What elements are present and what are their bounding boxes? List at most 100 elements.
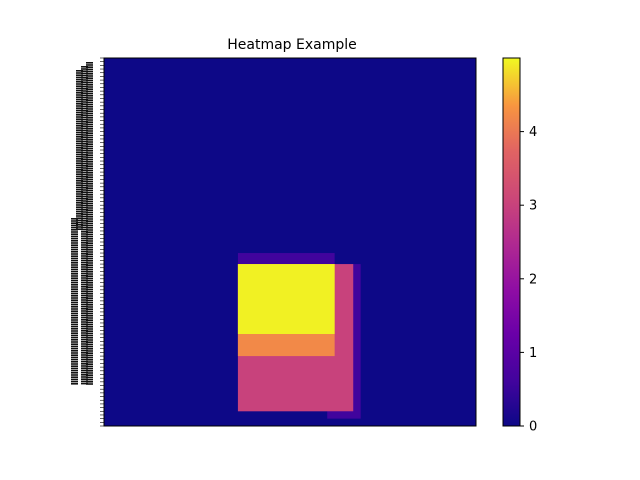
y-tick-label-glyph [86, 196, 93, 198]
y-tick-label-glyph [71, 286, 78, 288]
y-tick-label-glyph [76, 144, 83, 147]
y-tick-label-glyph [86, 185, 93, 187]
y-tick-label-glyph [71, 343, 78, 345]
y-tick-label-glyph [81, 149, 88, 152]
y-tick-label-glyph [81, 85, 88, 88]
y-tick-label-glyph [81, 70, 88, 72]
y-tick-label-glyph [81, 145, 88, 147]
y-tick-label-glyph [76, 166, 83, 169]
y-tick-label-glyph [76, 149, 83, 151]
y-tick-label-glyph [81, 244, 88, 246]
y-tick-label-glyph [71, 248, 78, 251]
y-tick-label-glyph [86, 218, 93, 220]
y-tick-label-glyph [86, 264, 93, 266]
y-tick-label-glyph [76, 72, 83, 74]
y-tick-label-glyph [76, 191, 83, 193]
y-tick-label-glyph [86, 110, 93, 112]
y-tick-label-glyph [81, 228, 88, 231]
y-tick-label-glyph [86, 251, 93, 253]
y-tick-label-glyph [81, 171, 88, 174]
y-tick-label-glyph [76, 111, 83, 114]
y-tick-label-glyph [76, 87, 83, 90]
y-tick-label-glyph [86, 372, 93, 374]
y-tick-label-glyph [76, 138, 83, 140]
y-tick-label-glyph [86, 275, 93, 277]
y-tick-label-glyph [76, 83, 83, 85]
y-tick-label-glyph [86, 348, 93, 350]
y-tick-label-glyph [71, 363, 78, 365]
y-tick-label-glyph [71, 347, 78, 350]
y-tick-label-glyph [81, 286, 88, 288]
y-tick-label-glyph [71, 284, 78, 286]
y-tick-label-glyph [76, 129, 83, 131]
y-tick-label-glyph [71, 226, 78, 229]
y-tick-label-glyph [81, 231, 88, 233]
y-tick-label-glyph [76, 89, 83, 92]
y-tick-label-glyph [81, 367, 88, 369]
y-tick-label-glyph [86, 183, 93, 185]
y-tick-label-glyph [81, 213, 88, 215]
y-tick-label-glyph [81, 118, 88, 121]
y-tick-label-glyph [71, 321, 78, 323]
y-tick-label-glyph [86, 134, 93, 137]
y-tick-label-glyph [81, 292, 88, 295]
y-tick-label-glyph [86, 381, 93, 383]
y-tick-label-glyph [76, 118, 83, 120]
y-tick-label-glyph [71, 352, 78, 354]
y-tick-label-glyph [86, 132, 93, 134]
y-tick-label-glyph [76, 160, 83, 162]
y-tick-label-glyph [71, 240, 78, 242]
y-tick-label-glyph [81, 187, 88, 189]
y-tick-label-glyph [81, 99, 88, 101]
y-tick-label-glyph [86, 169, 93, 172]
y-tick-label-glyph [81, 275, 88, 277]
y-tick-label-glyph [86, 233, 93, 236]
y-tick-label-glyph [81, 281, 88, 284]
y-tick-label-glyph [86, 191, 93, 194]
y-tick-label-glyph [81, 127, 88, 130]
y-tick-label-glyph [86, 249, 93, 251]
y-tick-label-glyph [86, 363, 93, 365]
y-tick-label-glyph [81, 224, 88, 226]
y-tick-label-glyph [86, 207, 93, 209]
y-tick-label-glyph [76, 226, 83, 228]
y-tick-label-glyph [86, 117, 93, 119]
y-tick-label-glyph [81, 371, 88, 374]
y-tick-label-glyph [81, 138, 88, 141]
y-tick-label-glyph [71, 308, 78, 310]
y-tick-label-glyph [76, 96, 83, 98]
y-tick-label-glyph [71, 231, 78, 233]
y-tick-label-glyph [81, 222, 88, 224]
y-tick-label-glyph [76, 122, 83, 125]
y-tick-label-glyph [81, 77, 88, 79]
y-tick-label-glyph [86, 255, 93, 258]
y-tick-label-glyph [76, 162, 83, 164]
y-tick-label-glyph [86, 361, 93, 363]
y-tick-label-glyph [81, 92, 88, 94]
y-tick-label-glyph [86, 262, 93, 264]
y-tick-label-glyph [81, 202, 88, 204]
y-tick-label-glyph [71, 330, 78, 332]
y-tick-label-glyph [81, 363, 88, 365]
y-tick-label-glyph [76, 202, 83, 204]
y-tick-label-glyph [86, 238, 93, 240]
y-tick-label-glyph [81, 382, 88, 385]
y-tick-label-glyph [71, 374, 78, 376]
y-tick-label-glyph [86, 114, 93, 117]
y-tick-label-glyph [81, 193, 88, 196]
y-tick-label-glyph [81, 204, 88, 207]
y-tick-label-glyph [81, 266, 88, 268]
y-tick-label-glyph [76, 107, 83, 109]
y-tick-label-glyph [71, 266, 78, 268]
y-tick-label-glyph [71, 341, 78, 343]
y-tick-label-glyph [81, 217, 88, 220]
y-tick-label-glyph [81, 162, 88, 165]
y-tick-label-glyph [71, 270, 78, 273]
y-tick-label-glyph [86, 167, 93, 170]
y-tick-label-glyph [81, 94, 88, 97]
y-tick-label-glyph [71, 257, 78, 260]
y-tick-label-glyph [71, 277, 78, 279]
y-tick-label-glyph [81, 272, 88, 275]
y-tick-label-glyph [71, 244, 78, 246]
y-tick-label-glyph [81, 151, 88, 154]
